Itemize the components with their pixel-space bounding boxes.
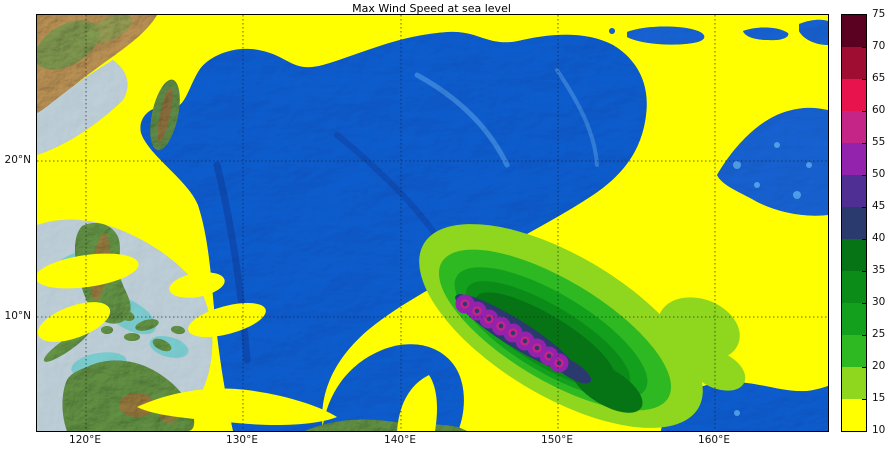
- contour-15-20-detached: [658, 297, 740, 361]
- colorbar-tick-label: 25: [872, 328, 886, 340]
- colorbar-band: [842, 335, 866, 367]
- colorbar-tick: [862, 175, 866, 176]
- colorbar-tick-label: 20: [872, 360, 886, 372]
- colorbar: [841, 14, 867, 432]
- chart-title: Max Wind Speed at sea level: [352, 2, 511, 15]
- x-tick-label: 130°E: [226, 434, 258, 446]
- top-right-ocean: [799, 19, 828, 45]
- colorbar-band: [842, 175, 866, 207]
- taiwan-strait: [37, 60, 128, 155]
- colorbar-band: [842, 207, 866, 239]
- track-ring: [549, 353, 569, 373]
- colorbar-band: [842, 111, 866, 143]
- y-tick-label: 10°N: [4, 310, 31, 322]
- colorbar-tick: [862, 79, 866, 80]
- colorbar-tick: [862, 239, 866, 240]
- colorbar-tick-label: 10: [872, 424, 886, 436]
- colorbar-tick: [862, 335, 866, 336]
- colorbar-tick: [862, 399, 866, 400]
- top-ocean-strip: [627, 26, 705, 45]
- china-hills: [85, 15, 133, 44]
- colorbar-tick: [862, 367, 866, 368]
- x-tick-label: 160°E: [698, 434, 730, 446]
- map-canvas: [37, 15, 828, 431]
- colorbar-band: [842, 271, 866, 303]
- colorbar-band: [842, 399, 866, 431]
- mindanao-highlands: [119, 393, 155, 417]
- central-ocean-area: [140, 31, 647, 431]
- storm-contours: [419, 224, 746, 428]
- colorbar-band: [842, 15, 866, 47]
- small-ocean-patch: [609, 28, 615, 34]
- contour-15-20-spur: [657, 320, 687, 339]
- colorbar-tick-label: 40: [872, 232, 886, 244]
- colorbar-tick-label: 30: [872, 296, 886, 308]
- colorbar-tick: [862, 271, 866, 272]
- colorbar-band: [842, 79, 866, 111]
- colorbar-tick-label: 15: [872, 392, 886, 404]
- contour-15-20-tail: [688, 349, 746, 391]
- wind-10-15-patches: [37, 253, 437, 431]
- colorbar-tick-label: 70: [872, 40, 886, 52]
- colorbar-tick-label: 75: [872, 8, 886, 20]
- colorbar-tick-label: 35: [872, 264, 886, 276]
- colorbar-tick: [862, 303, 866, 304]
- colorbar-band: [842, 47, 866, 79]
- taiwan-ridge: [157, 87, 173, 143]
- ridge-shading: [414, 72, 510, 168]
- bottom-right-ocean: [661, 381, 828, 431]
- x-tick-label: 120°E: [69, 434, 101, 446]
- colorbar-band: [842, 303, 866, 335]
- ridge-shading: [555, 68, 599, 167]
- colorbar-band: [842, 367, 866, 399]
- trench-shading: [334, 132, 440, 240]
- trench-shading: [213, 161, 251, 364]
- typhoon-track-rings: [455, 294, 569, 373]
- colorbar-tick-label: 60: [872, 104, 886, 116]
- colorbar-tick-label: 65: [872, 72, 886, 84]
- colorbar-tick-label: 45: [872, 200, 886, 212]
- contour-35-40-tail: [571, 361, 643, 413]
- colorbar-tick: [862, 111, 866, 112]
- seamount-dots: [733, 142, 812, 416]
- ocean-region: [140, 19, 828, 431]
- gridlines: [37, 15, 828, 431]
- colorbar-tick: [862, 143, 866, 144]
- y-tick-label: 20°N: [4, 154, 31, 166]
- x-tick-label: 140°E: [384, 434, 416, 446]
- visayas-islands: [101, 309, 185, 352]
- map-plot: [36, 14, 829, 432]
- right-edge-ocean-area: [717, 107, 828, 216]
- colorbar-band: [842, 239, 866, 271]
- colorbar-tick-label: 55: [872, 136, 886, 148]
- top-ocean-strip: [743, 27, 789, 41]
- colorbar-tick: [862, 207, 866, 208]
- colorbar-band: [842, 143, 866, 175]
- x-tick-label: 150°E: [541, 434, 573, 446]
- colorbar-tick: [862, 47, 866, 48]
- colorbar-tick-label: 50: [872, 168, 886, 180]
- china-hills: [37, 20, 99, 70]
